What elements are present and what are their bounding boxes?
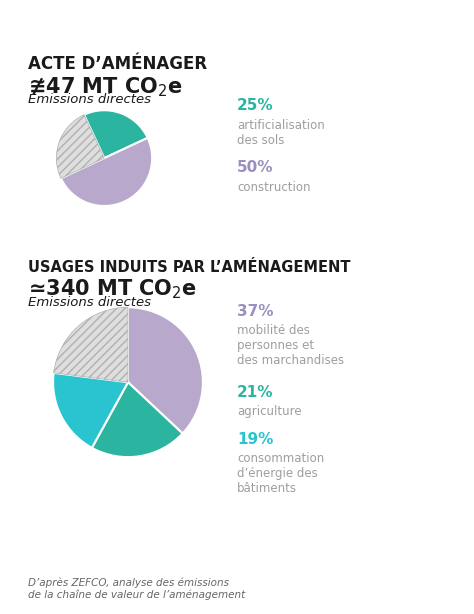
Text: artificialisation
des sols: artificialisation des sols xyxy=(237,119,325,147)
Wedge shape xyxy=(56,115,104,178)
Text: ≃340 MT CO$_2$e: ≃340 MT CO$_2$e xyxy=(28,278,197,301)
Text: USAGES INDUITS PAR L’AMÉNAGEMENT: USAGES INDUITS PAR L’AMÉNAGEMENT xyxy=(28,260,351,275)
Wedge shape xyxy=(84,111,148,158)
Text: consommation
d’énergie des
bâtiments: consommation d’énergie des bâtiments xyxy=(237,452,324,495)
Text: ACTE D’AMÉNAGER: ACTE D’AMÉNAGER xyxy=(28,55,208,73)
Wedge shape xyxy=(128,307,203,433)
Wedge shape xyxy=(92,382,182,457)
Text: D’après ZEFCO, analyse des émissions
de la chaîne de valeur de l’aménagement: D’après ZEFCO, analyse des émissions de … xyxy=(28,577,246,600)
Text: 21%: 21% xyxy=(237,385,273,400)
Text: construction: construction xyxy=(237,181,310,193)
Wedge shape xyxy=(54,307,128,382)
Text: mobilité des
personnes et
des marchandises: mobilité des personnes et des marchandis… xyxy=(237,324,344,367)
Text: ≇47 MT CO$_2$e: ≇47 MT CO$_2$e xyxy=(28,75,183,98)
Wedge shape xyxy=(53,373,128,448)
Text: Emissions directes: Emissions directes xyxy=(28,93,151,106)
Text: 19%: 19% xyxy=(237,432,273,446)
Wedge shape xyxy=(61,138,152,206)
Text: Emissions directes: Emissions directes xyxy=(28,296,151,309)
Text: 37%: 37% xyxy=(237,304,273,319)
Text: 25%: 25% xyxy=(237,98,273,113)
Text: agriculture: agriculture xyxy=(237,405,301,418)
Text: 50%: 50% xyxy=(237,160,273,175)
